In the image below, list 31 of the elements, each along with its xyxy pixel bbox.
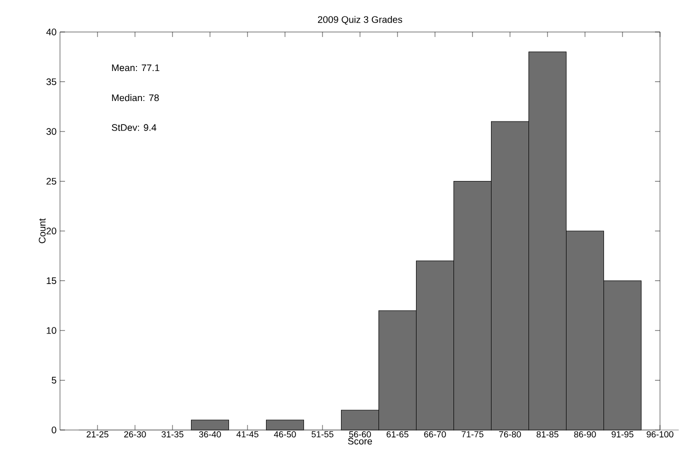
x-tick-label: 81-85 [536, 431, 558, 438]
y-tick-label: 15 [46, 277, 56, 284]
x-axis-title: Score [348, 438, 372, 445]
x-tick-label: 21-25 [86, 431, 108, 438]
y-tick-label: 20 [46, 228, 56, 234]
y-axis-title: Count [38, 218, 46, 244]
x-tick-label: 26-30 [124, 431, 146, 438]
x-tick-label: 91-95 [612, 431, 634, 438]
y-tick-label: 10 [46, 327, 56, 334]
y-tick-label: 0 [52, 426, 56, 434]
y-tick-label: 5 [52, 376, 56, 384]
x-tick-label: 96-100 [646, 431, 674, 438]
y-tick-label: 40 [46, 28, 56, 36]
annotation: Mean: 77.1 [112, 64, 160, 72]
x-tick-label: 56-60 [349, 431, 371, 438]
x-tick-label: 86-90 [574, 431, 596, 438]
x-tick-label: 36-40 [199, 431, 221, 438]
y-tick-label: 35 [46, 78, 56, 86]
chart-title: 2009 Quiz 3 Grades [318, 16, 402, 25]
x-tick-label: 66-70 [424, 431, 446, 438]
x-tick-label: 76-80 [499, 431, 521, 438]
x-tick-label: 31-35 [162, 431, 184, 438]
x-tick-label: 46-50 [274, 431, 296, 438]
y-tick-label: 30 [46, 128, 56, 135]
annotation: Median: 78 [112, 94, 159, 102]
x-tick-label: 61-65 [386, 431, 408, 438]
y-tick-label: 25 [46, 178, 56, 185]
x-tick-label: 71-75 [462, 431, 484, 438]
annotation: StDev: 9.4 [112, 124, 156, 131]
x-tick-label: 41-45 [236, 431, 258, 438]
x-tick-label: 51-55 [312, 431, 334, 438]
